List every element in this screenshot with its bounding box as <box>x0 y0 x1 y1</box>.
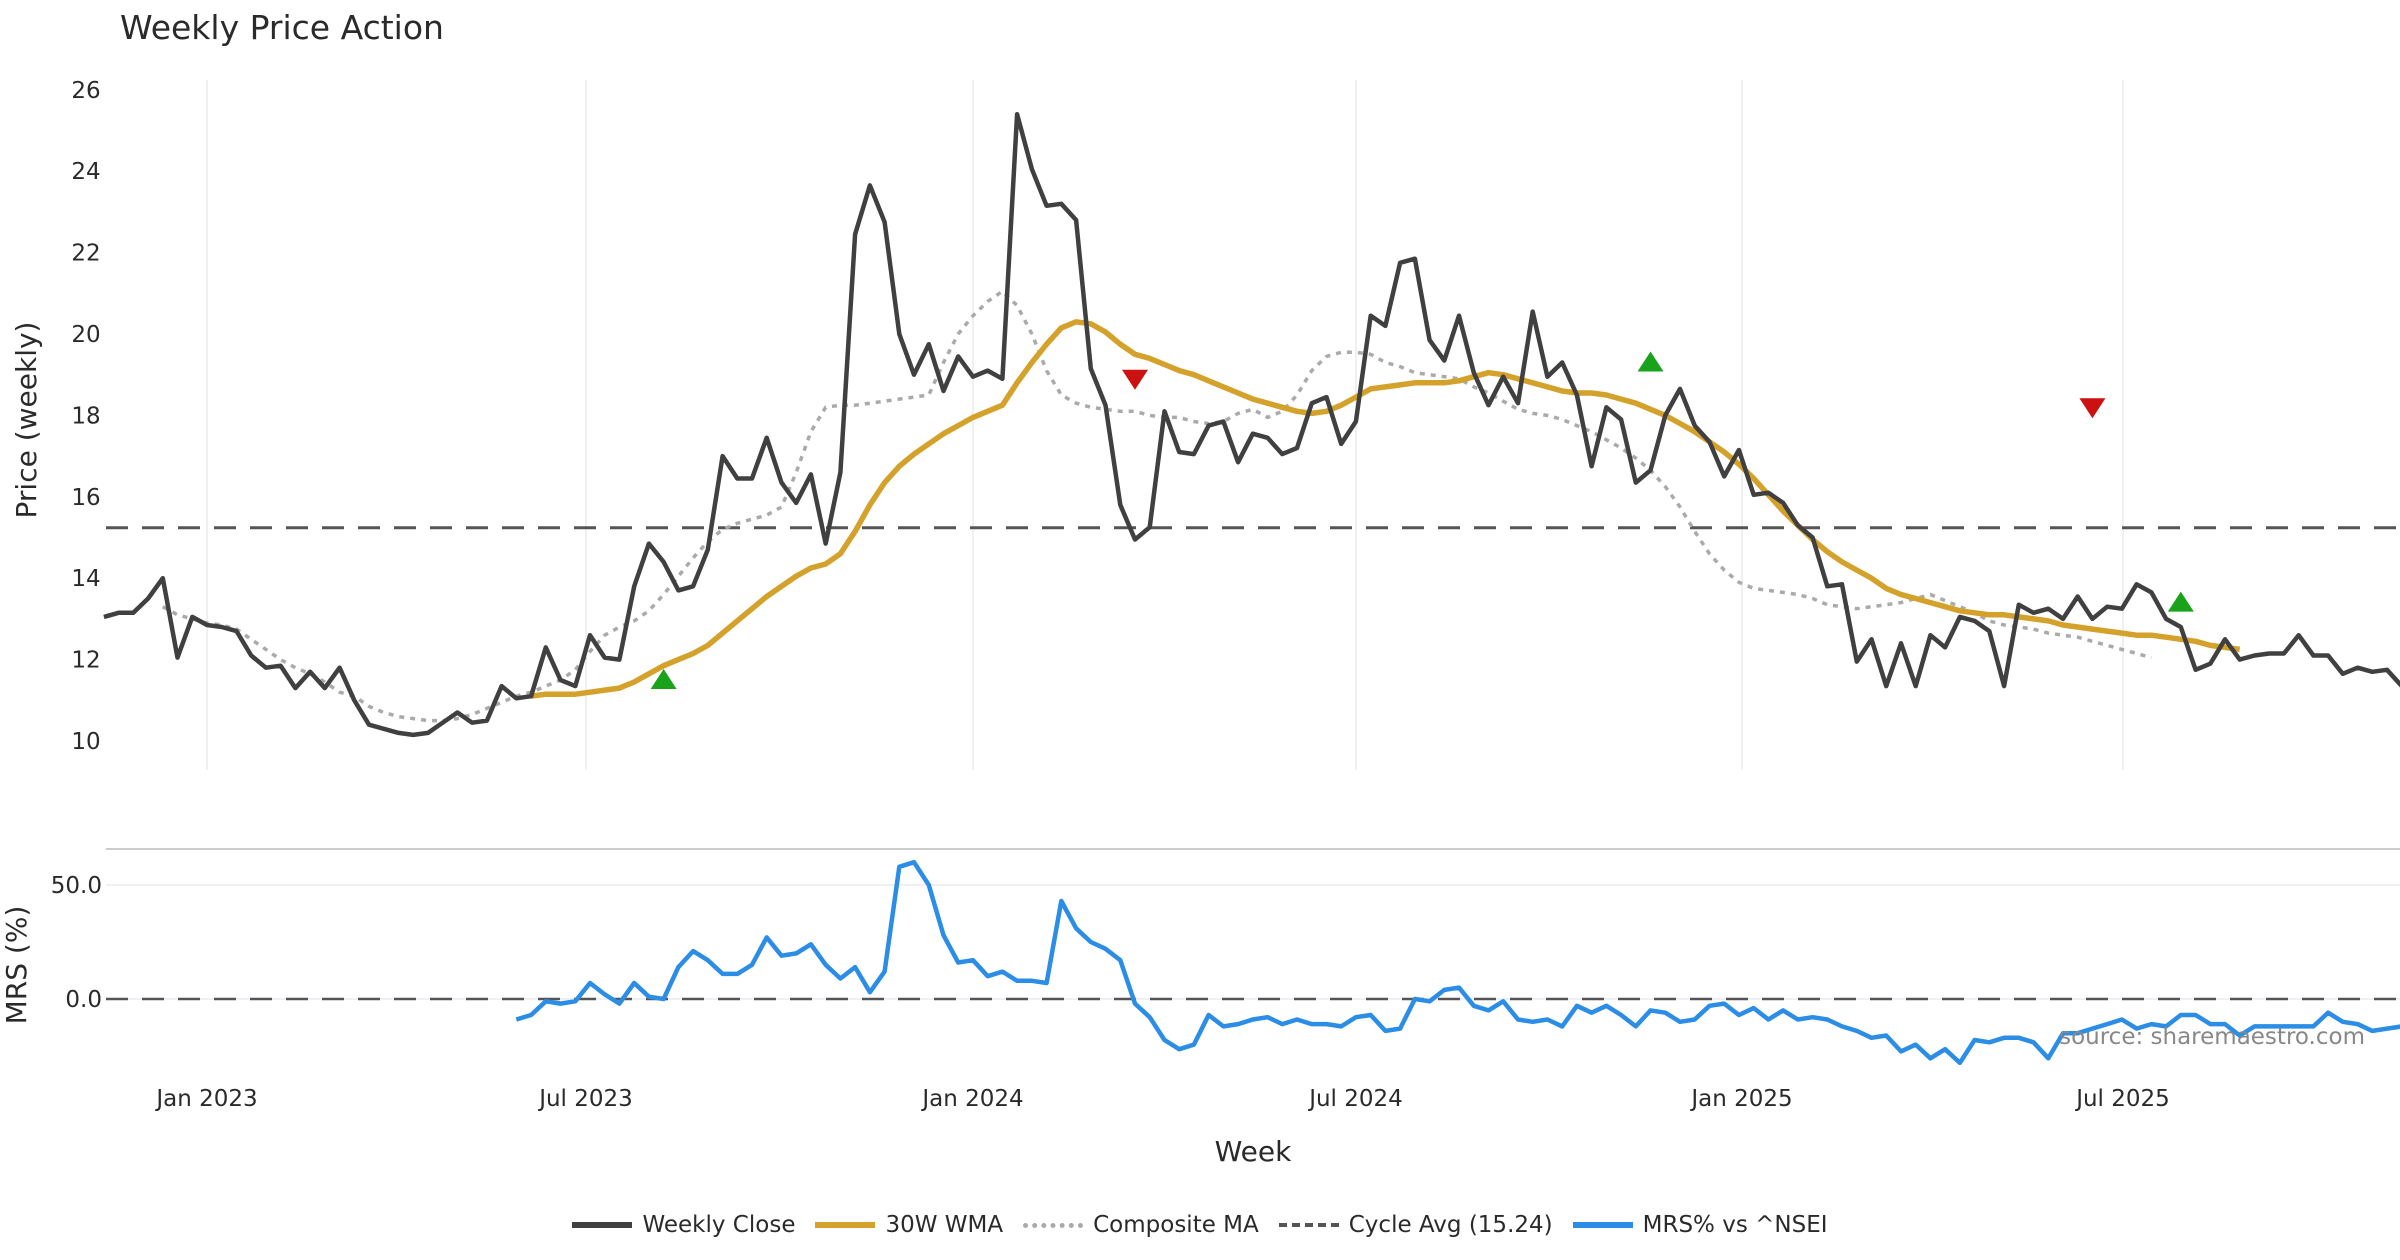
legend-item: MRS% vs ^NSEI <box>1572 1212 1828 1238</box>
sell-signal-marker <box>2079 398 2106 419</box>
buy-signal-marker <box>650 668 677 689</box>
price-y-tick-label: 16 <box>71 485 100 511</box>
mrs-y-ticks: 0.0 50.0 <box>51 873 102 1013</box>
mrs-y-label: MRS (%) <box>0 906 33 1025</box>
x-tick-label: Jul 2023 <box>537 1086 633 1112</box>
price-y-tick-label: 24 <box>71 159 100 185</box>
legend-label: MRS% vs ^NSEI <box>1642 1212 1828 1238</box>
legend-label: Cycle Avg (15.24) <box>1348 1212 1553 1238</box>
x-tick-label: Jan 2023 <box>154 1086 257 1112</box>
legend-swatch <box>572 1222 633 1228</box>
legend-label: Composite MA <box>1093 1212 1259 1238</box>
price-y-tick-label: 10 <box>71 729 100 755</box>
legend-item: 30W WMA <box>815 1212 1003 1238</box>
x-tick-label: Jan 2024 <box>920 1086 1023 1112</box>
legend-swatch <box>815 1222 876 1228</box>
price-y-tick-label: 12 <box>71 648 100 674</box>
series-group <box>103 111 2400 1066</box>
legend: Weekly Close 30W WMA Composite MA Cycle Avg… <box>0 1212 2400 1238</box>
legend-item: Weekly Close <box>572 1212 795 1238</box>
grid <box>106 80 2400 1000</box>
price-y-tick-label: 22 <box>71 241 100 267</box>
x-axis-label: Week <box>1215 1135 1292 1168</box>
chart-title: Weekly Price Action <box>120 8 444 47</box>
x-tick-label: Jan 2025 <box>1689 1086 1792 1112</box>
legend-swatch <box>1278 1223 1339 1227</box>
legend-item: Cycle Avg (15.24) <box>1278 1212 1553 1238</box>
legend-swatch <box>1572 1222 1633 1228</box>
series-composite-ma <box>161 289 2152 723</box>
series-weekly-close <box>103 111 2400 738</box>
series-mrs <box>515 859 2400 1066</box>
price-y-tick-label: 26 <box>71 78 100 104</box>
legend-item: Composite MA <box>1023 1212 1259 1238</box>
price-y-ticks: 10 12 14 16 18 20 22 24 26 <box>71 78 100 755</box>
price-y-tick-label: 20 <box>71 322 100 348</box>
series-30w-wma <box>530 319 2241 699</box>
signals-group <box>650 351 2194 689</box>
buy-signal-marker <box>1637 351 1664 372</box>
legend-label: 30W WMA <box>885 1212 1004 1238</box>
source-label: source: sharemaestro.com <box>2059 1024 2365 1050</box>
sell-signal-marker <box>1121 369 1148 390</box>
legend-swatch <box>1023 1222 1084 1228</box>
price-y-tick-label: 14 <box>71 566 100 592</box>
x-tick-label: Jul 2025 <box>2074 1086 2170 1112</box>
x-tick-label: Jul 2024 <box>1307 1086 1403 1112</box>
mrs-y-tick-label: 0.0 <box>65 987 102 1013</box>
price-y-tick-label: 18 <box>71 403 100 429</box>
buy-signal-marker <box>2167 591 2194 612</box>
mrs-y-tick-label: 50.0 <box>51 873 102 899</box>
legend-label: Weekly Close <box>642 1212 796 1238</box>
x-ticks: Jan 2023 Jul 2023 Jan 2024 Jul 2024 Jan 2025… <box>154 1086 2169 1112</box>
price-y-label: Price (weekly) <box>10 322 43 519</box>
